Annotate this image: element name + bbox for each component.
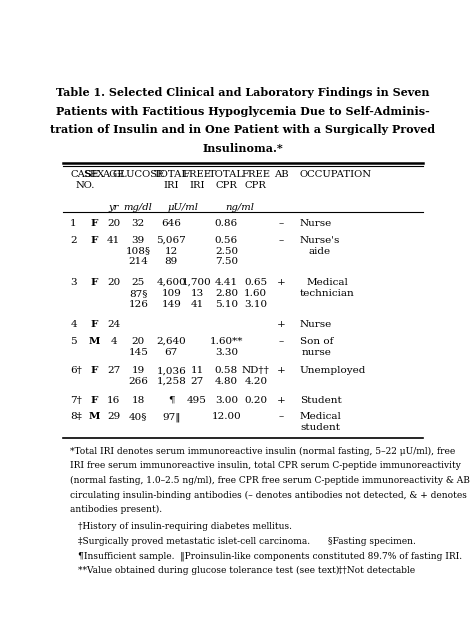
Text: 4: 4 — [110, 337, 117, 346]
Text: 1,700
13
41: 1,700 13 41 — [182, 278, 212, 308]
Text: Student: Student — [300, 396, 342, 404]
Text: 8‡: 8‡ — [70, 412, 82, 421]
Text: –: – — [279, 236, 284, 245]
Text: IRI free serum immunoreactive insulin, total CPR serum C-peptide immunoreactivit: IRI free serum immunoreactive insulin, t… — [70, 461, 461, 470]
Text: +: + — [277, 396, 286, 404]
Text: (normal fasting, 1.0–2.5 ng/ml), free CPR free serum C-peptide immunoreactivity : (normal fasting, 1.0–2.5 ng/ml), free CP… — [70, 476, 470, 485]
Text: 20: 20 — [107, 219, 120, 228]
Text: ¶Insufficient sample.  ‖Proinsulin-like components constituted 89.7% of fasting : ¶Insufficient sample. ‖Proinsulin-like c… — [78, 551, 462, 561]
Text: 1.60**
3.30: 1.60** 3.30 — [210, 337, 243, 357]
Text: GLUCOSE: GLUCOSE — [112, 170, 164, 179]
Text: 41: 41 — [107, 236, 120, 245]
Text: 39
108§
214: 39 108§ 214 — [126, 236, 151, 266]
Text: CASE
NO.: CASE NO. — [70, 170, 99, 190]
Text: F: F — [91, 396, 98, 404]
Text: 3.00: 3.00 — [215, 396, 238, 404]
Text: 1: 1 — [70, 219, 77, 228]
Text: 646: 646 — [161, 219, 181, 228]
Text: 6†: 6† — [70, 366, 82, 375]
Text: Nurse: Nurse — [300, 219, 332, 228]
Text: tration of Insulin and in One Patient with a Surgically Proved: tration of Insulin and in One Patient wi… — [50, 124, 436, 135]
Text: 12.00: 12.00 — [211, 412, 241, 421]
Text: Insulinoma.*: Insulinoma.* — [202, 143, 283, 154]
Text: 32: 32 — [132, 219, 145, 228]
Text: F: F — [91, 320, 98, 329]
Text: 495: 495 — [187, 396, 207, 404]
Text: ND††
4.20: ND†† 4.20 — [242, 366, 270, 386]
Text: 5: 5 — [70, 337, 77, 346]
Text: F: F — [91, 278, 98, 287]
Text: 19
266: 19 266 — [128, 366, 148, 386]
Text: M: M — [88, 412, 100, 421]
Text: 4: 4 — [70, 320, 77, 329]
Text: circulating insulin-binding antibodies (– denotes antibodies not detected, & + d: circulating insulin-binding antibodies (… — [70, 490, 467, 500]
Text: Son of
nurse: Son of nurse — [300, 337, 333, 357]
Text: 20
145: 20 145 — [128, 337, 148, 357]
Text: FREE
CPR: FREE CPR — [241, 170, 270, 190]
Text: ¶: ¶ — [168, 396, 174, 404]
Text: 11
27: 11 27 — [191, 366, 204, 386]
Text: OCCUPATION: OCCUPATION — [300, 170, 372, 179]
Text: §Fasting specimen.: §Fasting specimen. — [328, 537, 416, 546]
Text: 20: 20 — [107, 278, 120, 287]
Text: SEX: SEX — [83, 170, 105, 179]
Text: –: – — [279, 337, 284, 346]
Text: 40§: 40§ — [129, 412, 147, 421]
Text: 4.41
2.80
5.10: 4.41 2.80 5.10 — [215, 278, 238, 308]
Text: 2,640
67: 2,640 67 — [156, 337, 186, 357]
Text: M: M — [88, 337, 100, 346]
Text: *Total IRI denotes serum immunoreactive insulin (normal fasting, 5–22 μU/ml), fr: *Total IRI denotes serum immunoreactive … — [70, 446, 456, 455]
Text: 4,600
109
149: 4,600 109 149 — [156, 278, 186, 308]
Text: Nurse: Nurse — [300, 320, 332, 329]
Text: 29: 29 — [107, 412, 120, 421]
Text: Medical
technician: Medical technician — [300, 278, 355, 298]
Text: 16: 16 — [107, 396, 120, 404]
Text: F: F — [91, 366, 98, 375]
Text: +: + — [277, 320, 286, 329]
Text: 18: 18 — [132, 396, 145, 404]
Text: F: F — [91, 236, 98, 245]
Text: AGE: AGE — [102, 170, 125, 179]
Text: 7†: 7† — [70, 396, 82, 404]
Text: ng/ml: ng/ml — [226, 203, 255, 212]
Text: 0.20: 0.20 — [244, 396, 267, 404]
Text: yr: yr — [109, 203, 119, 212]
Text: +: + — [277, 366, 286, 375]
Text: Medical
student: Medical student — [300, 412, 342, 432]
Text: ††Not detectable: ††Not detectable — [338, 566, 416, 575]
Text: 0.56
2.50
7.50: 0.56 2.50 7.50 — [215, 236, 238, 266]
Text: 5,067
12
89: 5,067 12 89 — [156, 236, 186, 266]
Text: 24: 24 — [107, 320, 120, 329]
Text: Unemployed: Unemployed — [300, 366, 366, 375]
Text: F: F — [91, 219, 98, 228]
Text: μU/ml: μU/ml — [167, 203, 199, 212]
Text: –: – — [279, 219, 284, 228]
Text: 25
87§
126: 25 87§ 126 — [128, 278, 148, 308]
Text: 0.86: 0.86 — [215, 219, 238, 228]
Text: FREE
IRI: FREE IRI — [182, 170, 211, 190]
Text: TOTAL
IRI: TOTAL IRI — [154, 170, 189, 190]
Text: **Value obtained during glucose tolerance test (see text).: **Value obtained during glucose toleranc… — [78, 566, 342, 575]
Text: 1,036
1,258: 1,036 1,258 — [156, 366, 186, 386]
Text: 0.65
1.60
3.10: 0.65 1.60 3.10 — [244, 278, 267, 308]
Text: Nurse's
aide: Nurse's aide — [300, 236, 340, 256]
Text: 0.58
4.80: 0.58 4.80 — [215, 366, 238, 386]
Text: +: + — [277, 278, 286, 287]
Text: TOTAL
CPR: TOTAL CPR — [209, 170, 244, 190]
Text: AB: AB — [274, 170, 289, 179]
Text: antibodies present).: antibodies present). — [70, 506, 163, 515]
Text: mg/dl: mg/dl — [124, 203, 153, 212]
Text: Table 1. Selected Clinical and Laboratory Findings in Seven: Table 1. Selected Clinical and Laborator… — [56, 87, 429, 98]
Text: ‡Surgically proved metastatic islet-cell carcinoma.: ‡Surgically proved metastatic islet-cell… — [78, 537, 310, 546]
Text: Patients with Factitious Hypoglycemia Due to Self-Adminis-: Patients with Factitious Hypoglycemia Du… — [56, 106, 430, 116]
Text: 97‖: 97‖ — [162, 412, 181, 422]
Text: †History of insulin-requiring diabetes mellitus.: †History of insulin-requiring diabetes m… — [78, 522, 292, 531]
Text: 3: 3 — [70, 278, 77, 287]
Text: –: – — [279, 412, 284, 421]
Text: 2: 2 — [70, 236, 77, 245]
Text: 27: 27 — [107, 366, 120, 375]
